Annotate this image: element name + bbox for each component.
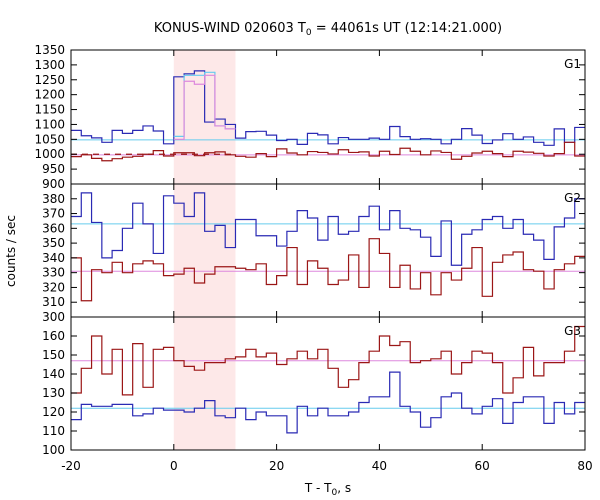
panel-g1-y-tick-label: 1350 [34, 43, 65, 57]
panel-g2-y-tick-label: 330 [42, 266, 65, 280]
plot-area: 90095010001050110011501200125013001350G1… [34, 43, 592, 473]
panel-g3-y-tick-label: 130 [42, 386, 65, 400]
panel-g1-y-tick-label: 1200 [34, 88, 65, 102]
panel-g1-series-pink [173, 74, 236, 140]
x-tick-label: -20 [61, 459, 81, 473]
panel-g3: 100 110 120 130 140 150 160 G3 [42, 316, 586, 457]
panel-g3-series-blue [71, 371, 585, 434]
x-tick-label: 40 [372, 459, 387, 473]
y-axis-label: counts / sec [4, 215, 18, 287]
panel-g3-y-tick-label: 160 [42, 329, 65, 343]
panel-g3-plot [71, 325, 585, 434]
panel-g1-series-blue [71, 70, 585, 146]
panel-g2-series-blue [71, 192, 585, 266]
panel-g1-y-tick-label: 900 [42, 177, 65, 191]
panel-g3-y-tick-label: 140 [42, 367, 65, 381]
panel-g2-frame [70, 183, 586, 318]
panel-g1-y-tick-label: 1150 [34, 103, 65, 117]
x-tick-label: 0 [170, 459, 178, 473]
panel-g3-y-tick-label: 110 [42, 424, 65, 438]
panel-g2-y-tick-label: 380 [42, 192, 65, 206]
panel-g2-y-tick-label: 340 [42, 251, 65, 265]
panel-g1-series-red [71, 141, 585, 162]
panel-g1-plot [71, 70, 585, 162]
panel-g1-y-tick-label: 1000 [34, 147, 65, 161]
panel-g3-series-red [71, 325, 585, 396]
chart-title: KONUS-WIND 020603 T0 = 44061s UT (12:14:… [154, 21, 502, 38]
panel-g1-y-tick-label: 1100 [34, 117, 65, 131]
panel-g2-y-tick-label: 360 [42, 221, 65, 235]
panel-g1-frame [70, 49, 586, 185]
panel-g3-frame [70, 316, 586, 451]
panel-g1-y-tick-label: 1050 [34, 132, 65, 146]
panel-g2-y-tick-label: 300 [42, 310, 65, 324]
panel-g3-y-tick-label: 120 [42, 405, 65, 419]
panel-g2-y-tick-label: 320 [42, 280, 65, 294]
panel-g2-y-tick-label: 370 [42, 207, 65, 221]
panel-g2-y-tick-label: 350 [42, 236, 65, 250]
x-tick-label: 60 [475, 459, 490, 473]
panel-g1-y-tick-label: 950 [42, 162, 65, 176]
panel-g2-plot [71, 192, 585, 302]
panel-g1-y-tick-label: 1300 [34, 58, 65, 72]
panel-g2-label: G2 [564, 191, 581, 205]
panel-g2-y-tick-label: 310 [42, 295, 65, 309]
panel-g3-y-tick-label: 150 [42, 348, 65, 362]
panel-g1-label: G1 [564, 57, 581, 71]
panel-g3-y-tick-label: 100 [42, 443, 65, 457]
panel-g3-label: G3 [564, 324, 581, 338]
panel-g1-y-tick-label: 1250 [34, 73, 65, 87]
x-axis-label: T - T0, s [304, 481, 351, 498]
x-tick-label: 80 [577, 459, 592, 473]
panel-g2-series-red [71, 238, 585, 302]
x-tick-label: 20 [269, 459, 284, 473]
